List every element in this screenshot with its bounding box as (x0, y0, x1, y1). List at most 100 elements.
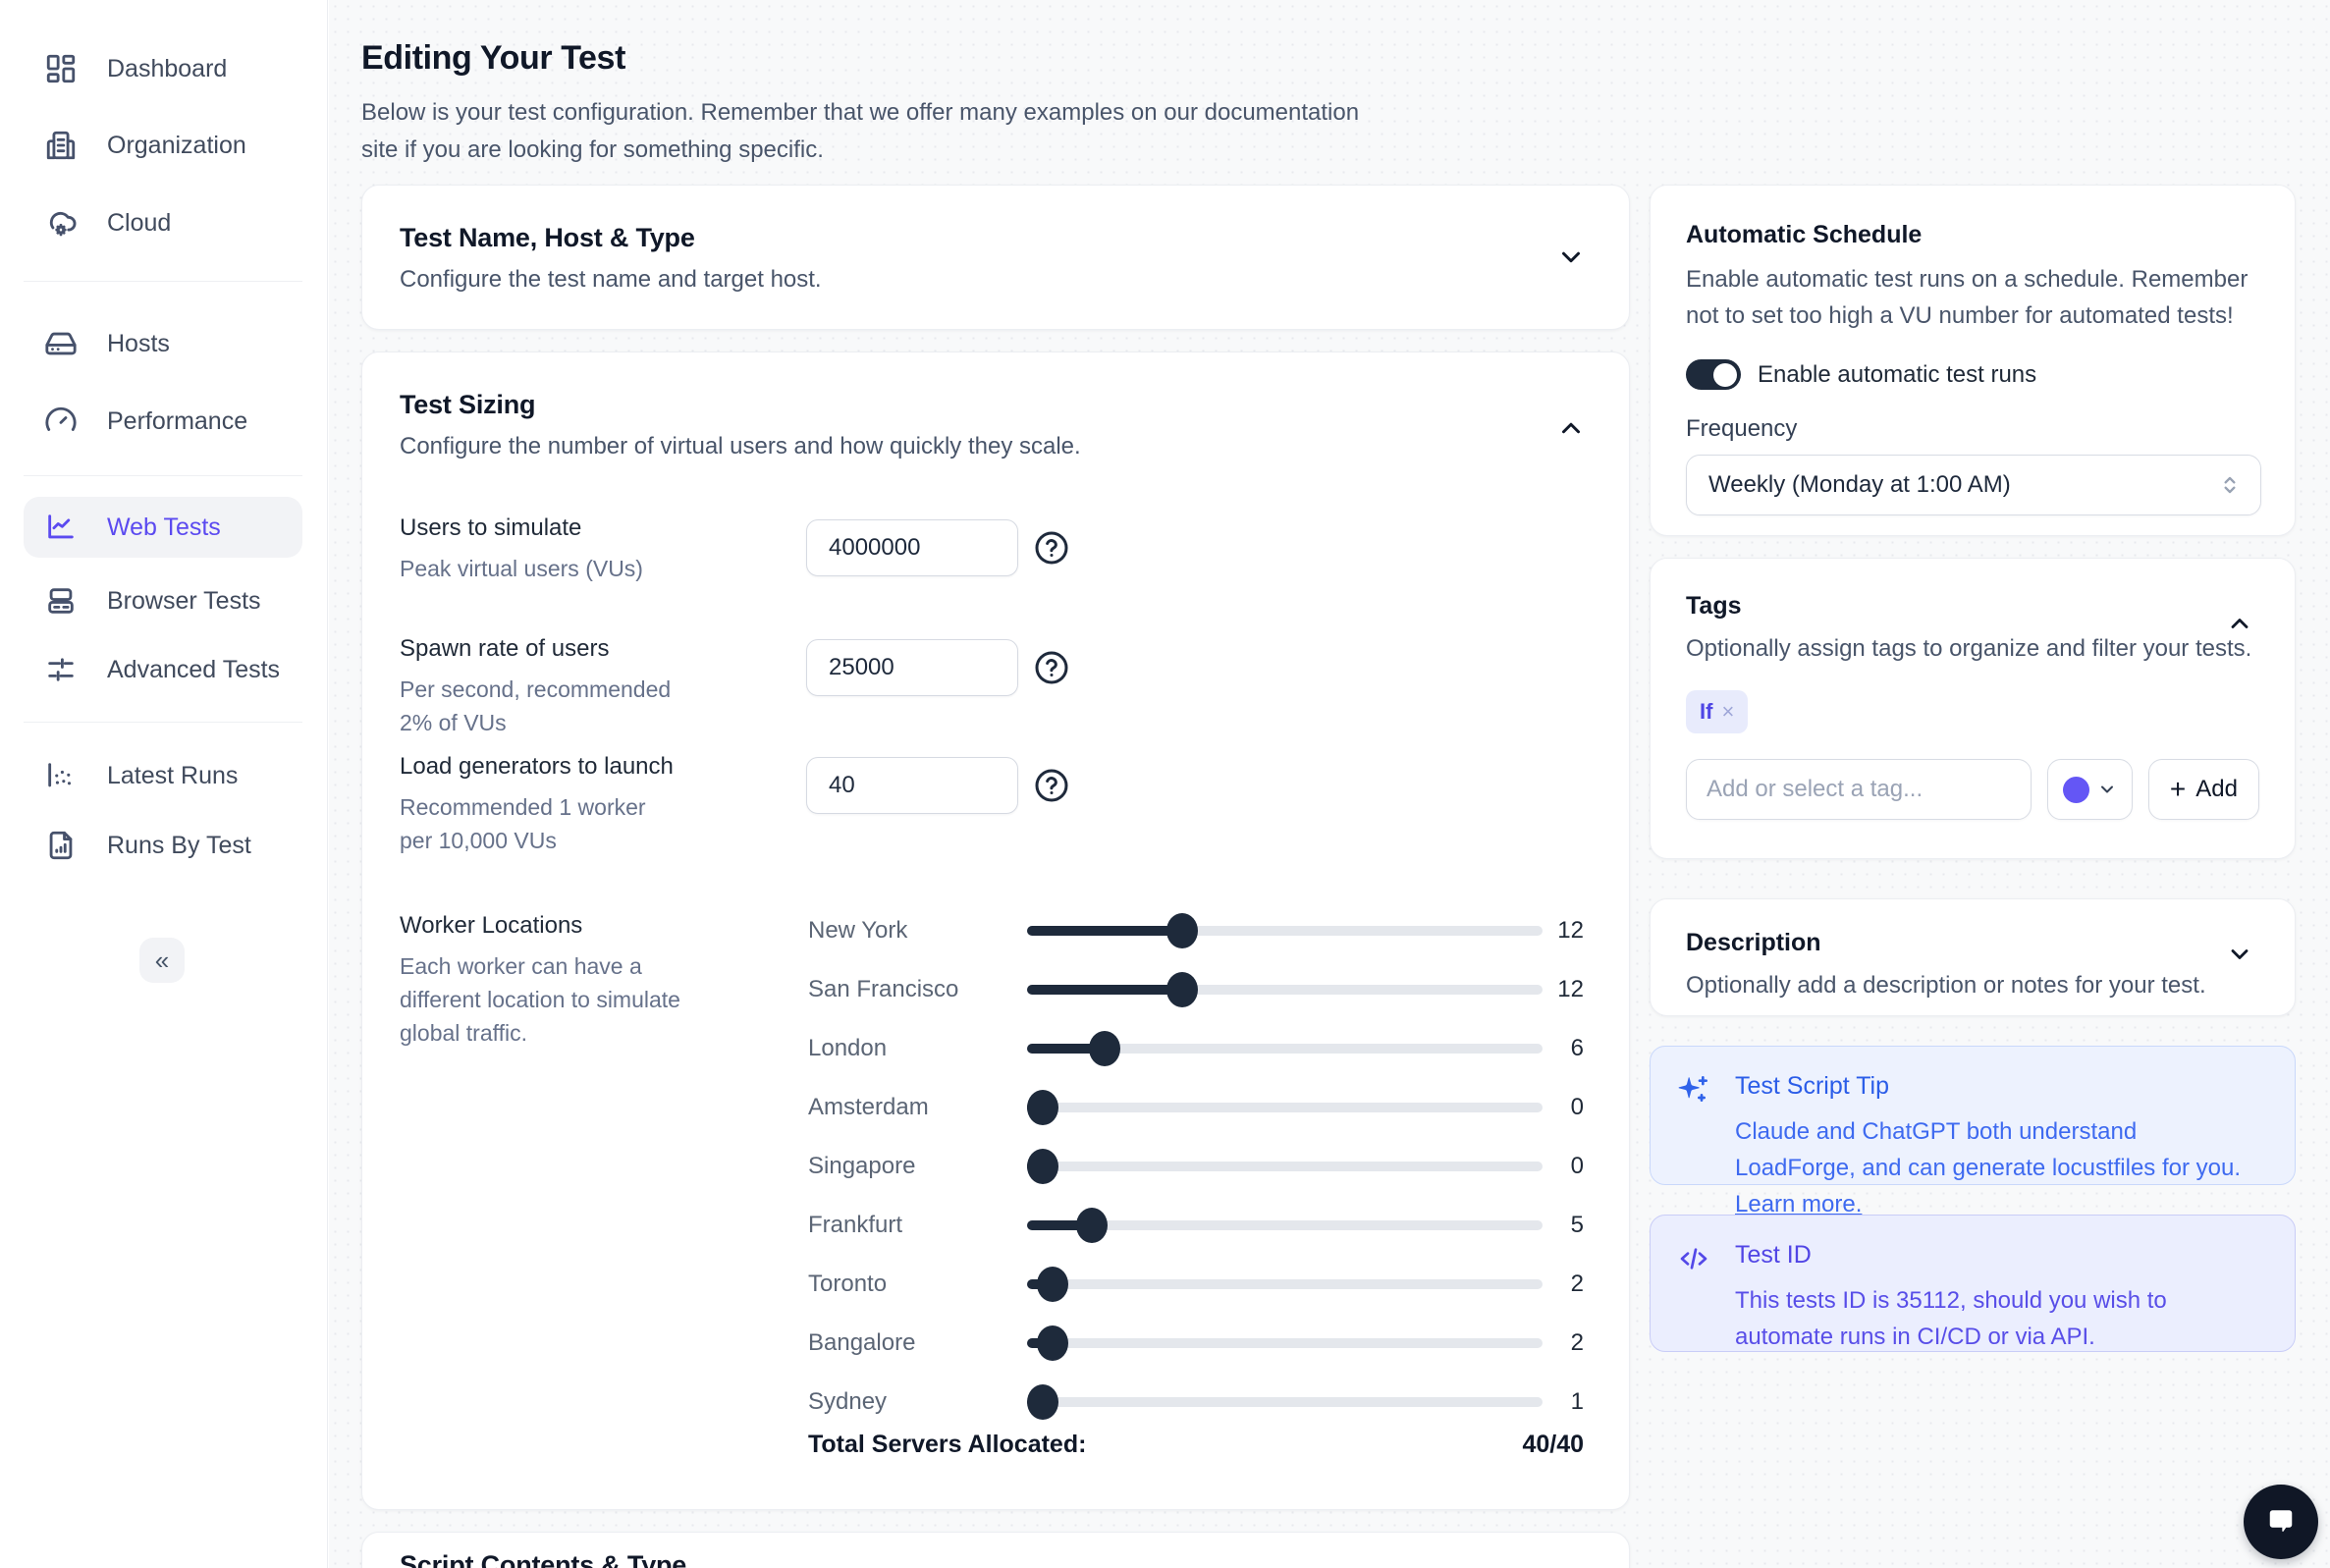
tag-input[interactable] (1686, 759, 2032, 820)
remove-tag-icon[interactable]: × (1721, 699, 1735, 724)
frequency-select[interactable]: Weekly (Monday at 1:00 AM) (1686, 455, 2261, 515)
location-label: Frankfurt (808, 1212, 903, 1238)
slider-handle[interactable] (1037, 1267, 1069, 1302)
add-tag-label: Add (2195, 776, 2238, 802)
sidebar-item-label: Organization (107, 131, 246, 159)
sidebar-divider (24, 475, 302, 476)
total-servers-value: 40/40 (1522, 1431, 1584, 1458)
card-next-section: Script Contents & Type (361, 1532, 1630, 1568)
slider-handle[interactable] (1165, 913, 1198, 948)
field-label: Load generators to launch (400, 753, 674, 780)
chevron-down-icon (2097, 780, 2117, 799)
location-value: 6 (1570, 1035, 1584, 1061)
help-icon[interactable] (1034, 530, 1069, 566)
sidebar-item-browser-tests[interactable]: Browser Tests (24, 573, 302, 628)
slider-handle[interactable] (1026, 1149, 1058, 1184)
add-tag-button[interactable]: + Add (2147, 759, 2259, 820)
slider-handle[interactable] (1026, 1384, 1058, 1420)
sidebar-item-organization[interactable]: Organization (24, 118, 302, 173)
sidebar-item-label: Latest Runs (107, 761, 239, 789)
advanced-tests-icon (44, 653, 78, 686)
location-value: 1 (1570, 1388, 1584, 1415)
frequency-label: Frequency (1686, 415, 1798, 442)
help-icon[interactable] (1034, 768, 1069, 803)
sidebar-collapse-button[interactable]: « (139, 938, 185, 983)
help-icon[interactable] (1034, 650, 1069, 685)
sidebar-item-label: Web Tests (107, 513, 221, 541)
slider-handle[interactable] (1088, 1031, 1120, 1066)
sidebar-item-advanced-tests[interactable]: Advanced Tests (24, 642, 302, 697)
sidebar-item-label: Cloud (107, 208, 172, 237)
chat-bubble-icon (2263, 1504, 2299, 1540)
slider-handle[interactable] (1075, 1208, 1108, 1243)
location-slider[interactable] (1027, 1208, 1543, 1243)
slider-fill (1027, 985, 1182, 995)
field-label: Spawn rate of users (400, 635, 610, 662)
sidebar-item-web-tests[interactable]: Web Tests (24, 497, 302, 558)
card-title: Description (1686, 929, 1821, 956)
sidebar-divider (24, 281, 302, 282)
location-label: Sydney (808, 1388, 888, 1415)
location-value: 2 (1570, 1271, 1584, 1297)
tag-chip-row: If × (1686, 690, 2259, 733)
location-slider[interactable] (1026, 1090, 1543, 1125)
field-load-generators: Load generators to launch Recommended 1 … (400, 753, 675, 857)
hosts-icon (44, 327, 78, 360)
worker-slider-row: New York 12 (808, 901, 1584, 960)
chevron-up-icon[interactable] (1556, 413, 1586, 443)
location-value: 12 (1557, 976, 1584, 1002)
learn-more-link[interactable]: Learn more. (1735, 1191, 1863, 1217)
card-description: Enable automatic test runs on a schedule… (1686, 266, 2249, 329)
location-slider[interactable] (1027, 1267, 1543, 1302)
slider-handle[interactable] (1037, 1325, 1069, 1361)
field-users-to-simulate: Users to simulate Peak virtual users (VU… (400, 514, 694, 585)
card-title: Test Sizing (400, 390, 536, 419)
load-generators-input[interactable] (806, 757, 1018, 814)
location-slider[interactable] (1027, 1031, 1543, 1066)
banner-text: Claude and ChatGPT both understand LoadF… (1735, 1113, 2246, 1222)
users-to-simulate-input[interactable] (806, 519, 1018, 576)
page-subtitle: Below is your test configuration. Rememb… (361, 99, 1360, 163)
chevron-up-icon[interactable] (2226, 610, 2255, 639)
chat-launcher-button[interactable] (2244, 1485, 2318, 1559)
sidebar-item-runs-by-test[interactable]: Runs By Test (24, 818, 302, 873)
slider-handle[interactable] (1165, 972, 1198, 1007)
tag-color-picker-button[interactable] (2047, 759, 2133, 820)
sidebar-item-latest-runs[interactable]: Latest Runs (24, 748, 302, 803)
card-title: Test Name, Host & Type (400, 223, 695, 252)
card-description: Optionally assign tags to organize and f… (1686, 635, 2252, 662)
tag-chip-label: If (1700, 699, 1713, 724)
runs-by-test-icon (44, 829, 78, 862)
sidebar-item-performance[interactable]: Performance (24, 394, 302, 449)
worker-slider-row: Singapore 0 (808, 1137, 1584, 1196)
location-slider[interactable] (1026, 1149, 1543, 1184)
card-description: Optionally add a description or notes fo… (1686, 972, 2206, 999)
worker-slider-row: Bangalore 2 (808, 1314, 1584, 1373)
tag-chip[interactable]: If × (1686, 690, 1749, 733)
banner-text: This tests ID is 35112, should you wish … (1735, 1287, 2167, 1350)
sidebar-item-label: Performance (107, 406, 248, 435)
spawn-rate-input[interactable] (806, 639, 1018, 696)
location-slider[interactable] (1027, 913, 1543, 948)
location-slider[interactable] (1027, 972, 1543, 1007)
chevron-down-icon[interactable] (1556, 243, 1586, 272)
location-slider[interactable] (1027, 1325, 1543, 1361)
total-servers-row: Total Servers Allocated: 40/40 (808, 1431, 1584, 1459)
enable-automatic-runs-toggle[interactable] (1686, 359, 1741, 390)
sidebar-item-label: Dashboard (107, 54, 228, 82)
field-sublabel: Peak virtual users (VUs) (400, 556, 643, 581)
location-slider[interactable] (1026, 1384, 1543, 1420)
slider-fill (1027, 1220, 1092, 1230)
browser-tests-icon (44, 584, 78, 618)
sidebar-item-cloud[interactable]: Cloud (24, 195, 302, 250)
slider-handle[interactable] (1026, 1090, 1058, 1125)
chevron-down-icon[interactable] (2226, 941, 2255, 970)
sidebar-item-dashboard[interactable]: Dashboard (24, 41, 302, 96)
sidebar-item-hosts[interactable]: Hosts (24, 316, 302, 371)
card-test-sizing: Test Sizing Configure the number of virt… (361, 351, 1630, 1510)
banner-test-script-tip: Test Script Tip Claude and ChatGPT both … (1650, 1046, 2296, 1217)
toggle-row: Enable automatic test runs (1686, 359, 2259, 390)
card-tags: Tags Optionally assign tags to organize … (1650, 558, 2296, 859)
cloud-icon (44, 206, 78, 240)
